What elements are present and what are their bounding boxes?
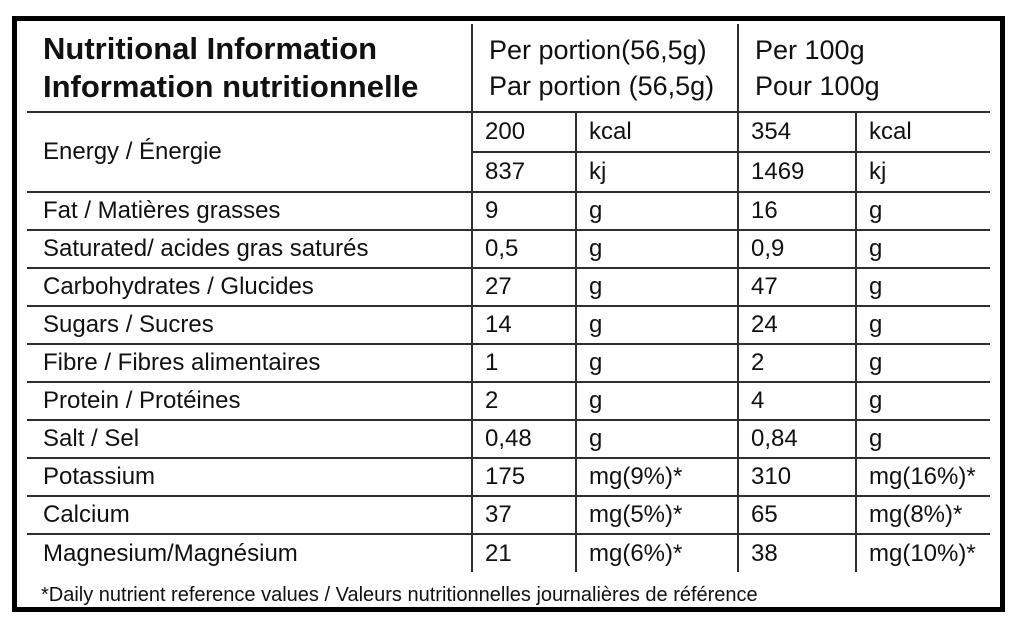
per100-unit-cell: g (854, 191, 991, 231)
row-label: Sugars / Sucres (27, 305, 473, 345)
portion-unit-cell: g (575, 191, 739, 231)
table-row-fibre: Fibre / Fibres alimentaires 1 g 2 g (27, 343, 991, 383)
row-label: Energy / Énergie (27, 111, 473, 193)
table-body: Energy / Énergie 200 kcal 354 kcal 837 k… (27, 111, 991, 572)
portion-value-cell: 2 (471, 381, 577, 421)
row-label: Saturated/ acides gras saturés (27, 229, 473, 269)
column-header-per-100g: Per 100g Pour 100g (736, 24, 991, 113)
table-title: Nutritional Information Information nutr… (27, 24, 473, 113)
portion-value-cell: 1 (471, 343, 577, 383)
per100-value-cell: 354 (737, 111, 857, 153)
per100-unit-cell: g (854, 343, 991, 383)
row-label: Fat / Matières grasses (27, 191, 473, 231)
per100-value-cell: 47 (737, 267, 857, 307)
row-label: Carbohydrates / Glucides (27, 267, 473, 307)
per100-unit-cell: g (854, 267, 991, 307)
table-row-magnesium: Magnesium/Magnésium 21 mg(6%)* 38 mg(10%… (27, 533, 991, 572)
row-label: Protein / Protéines (27, 381, 473, 421)
per100-value-cell: 1469 (737, 151, 857, 193)
row-label: Salt / Sel (27, 419, 473, 459)
per100-value-cell: 38 (737, 533, 857, 572)
per100-value-cell: 65 (737, 495, 857, 535)
row-label: Calcium (27, 495, 473, 535)
portion-unit-cell: kcal (575, 111, 739, 153)
table-row-salt: Salt / Sel 0,48 g 0,84 g (27, 419, 991, 459)
per-100g-label-fr: Pour 100g (755, 70, 880, 101)
per100-unit-cell: mg(16%)* (854, 457, 991, 497)
portion-value-cell: 175 (471, 457, 577, 497)
portion-unit-cell: mg(6%)* (575, 533, 739, 572)
table-row-calcium: Calcium 37 mg(5%)* 65 mg(8%)* (27, 495, 991, 535)
daily-reference-footnote: *Daily nutrient reference values / Valeu… (41, 584, 758, 606)
portion-value-cell: 37 (471, 495, 577, 535)
per-100g-label-en: Per 100g (755, 34, 865, 65)
row-label: Potassium (27, 457, 473, 497)
per100-unit-cell: mg(8%)* (854, 495, 991, 535)
per100-value-cell: 24 (737, 305, 857, 345)
portion-unit-cell: mg(9%)* (575, 457, 739, 497)
portion-value-cell: 27 (471, 267, 577, 307)
portion-unit-cell: g (575, 267, 739, 307)
portion-value-cell: 837 (472, 151, 577, 193)
per100-value-cell: 16 (737, 191, 857, 231)
table-title-en: Nutritional Information (43, 30, 378, 66)
header-row: Nutritional Information Information nutr… (27, 24, 991, 113)
portion-unit-cell: g (575, 381, 739, 421)
portion-unit-cell: g (575, 305, 739, 345)
portion-unit-cell: g (575, 419, 739, 459)
table-row-potassium: Potassium 175 mg(9%)* 310 mg(16%)* (27, 457, 991, 497)
table-row-carbohydrates: Carbohydrates / Glucides 27 g 47 g (27, 267, 991, 307)
row-label: Magnesium/Magnésium (27, 533, 473, 572)
per-portion-label-en: Per portion(56,5g) (489, 34, 707, 65)
portion-value-cell: 21 (471, 533, 577, 572)
per100-unit-cell: g (854, 229, 991, 269)
table-row-sugars: Sugars / Sucres 14 g 24 g (27, 305, 991, 345)
per100-unit-cell: kcal (854, 111, 991, 153)
per100-unit-cell: mg(10%)* (854, 533, 991, 572)
per100-value-cell: 2 (737, 343, 857, 383)
table-row-saturated: Saturated/ acides gras saturés 0,5 g 0,9… (27, 229, 991, 269)
nutrition-facts-panel: Nutritional Information Information nutr… (12, 16, 1005, 612)
table-row-energy-kj: 837 kj 1469 kj (27, 151, 991, 193)
per100-unit-cell: g (854, 381, 991, 421)
table-row-energy-kcal: Energy / Énergie 200 kcal 354 kcal (27, 111, 991, 193)
portion-value-cell: 0,48 (471, 419, 577, 459)
per100-value-cell: 310 (737, 457, 857, 497)
portion-unit-cell: kj (575, 151, 739, 193)
portion-value-cell: 0,5 (471, 229, 577, 269)
portion-unit-cell: mg(5%)* (575, 495, 739, 535)
portion-unit-cell: g (575, 229, 739, 269)
per-portion-label-fr: Par portion (56,5g) (489, 70, 715, 101)
per100-value-cell: 0,9 (737, 229, 857, 269)
portion-unit-cell: g (575, 343, 739, 383)
row-label: Fibre / Fibres alimentaires (27, 343, 473, 383)
portion-value-cell: 200 (471, 111, 577, 153)
per100-unit-cell: kj (854, 151, 991, 193)
per100-value-cell: 0,84 (737, 419, 857, 459)
portion-value-cell: 14 (471, 305, 577, 345)
table-row-protein: Protein / Protéines 2 g 4 g (27, 381, 991, 421)
table-row-fat: Fat / Matières grasses 9 g 16 g (27, 191, 991, 231)
per100-value-cell: 4 (737, 381, 857, 421)
column-header-per-portion: Per portion(56,5g) Par portion (56,5g) (471, 24, 739, 113)
table-title-fr: Information nutritionnelle (43, 68, 419, 104)
per100-unit-cell: g (854, 419, 991, 459)
nutrition-table: Nutritional Information Information nutr… (27, 24, 991, 572)
per100-unit-cell: g (854, 305, 991, 345)
table-header: Nutritional Information Information nutr… (27, 24, 991, 113)
portion-value-cell: 9 (471, 191, 577, 231)
